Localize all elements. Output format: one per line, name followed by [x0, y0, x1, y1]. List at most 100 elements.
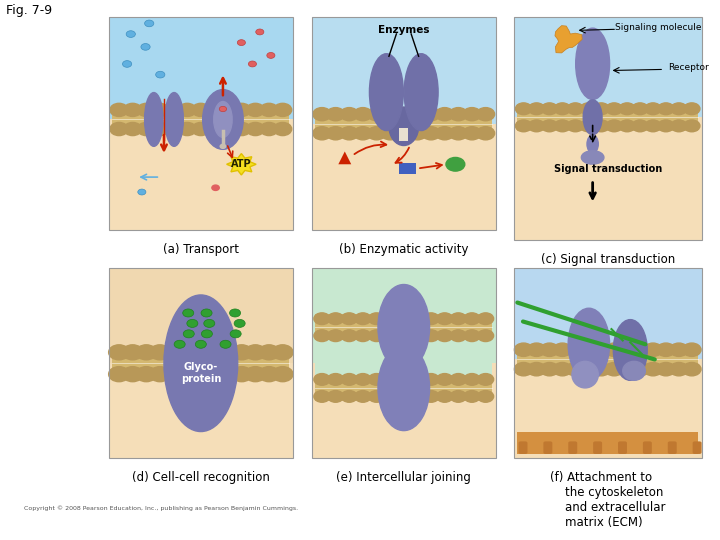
Circle shape: [464, 330, 480, 341]
FancyBboxPatch shape: [618, 441, 627, 454]
Text: (f) Attachment to
    the cytoskeleton
    and extracellular
    matrix (ECM): (f) Attachment to the cytoskeleton and e…: [550, 471, 665, 529]
Circle shape: [450, 330, 467, 341]
Circle shape: [340, 127, 359, 140]
Circle shape: [164, 103, 183, 117]
Circle shape: [367, 107, 385, 121]
Circle shape: [164, 123, 183, 136]
Circle shape: [109, 367, 130, 382]
Circle shape: [644, 362, 662, 376]
Bar: [109, 17, 293, 231]
Bar: [399, 128, 408, 141]
Circle shape: [527, 362, 546, 376]
Bar: [315, 375, 492, 401]
Circle shape: [354, 127, 372, 140]
Polygon shape: [338, 152, 351, 164]
Text: Receptor: Receptor: [668, 63, 708, 72]
Circle shape: [422, 107, 440, 121]
Circle shape: [260, 123, 278, 136]
Circle shape: [541, 120, 557, 132]
Circle shape: [436, 127, 454, 140]
Circle shape: [124, 123, 142, 136]
Circle shape: [192, 103, 210, 117]
Circle shape: [341, 374, 357, 385]
Circle shape: [274, 123, 292, 136]
Circle shape: [658, 103, 674, 114]
Circle shape: [156, 71, 165, 78]
Bar: [315, 341, 492, 375]
Circle shape: [464, 313, 480, 325]
Circle shape: [408, 107, 426, 121]
Circle shape: [580, 120, 596, 132]
Ellipse shape: [145, 92, 163, 146]
Circle shape: [145, 20, 154, 27]
Text: (e) Intercellular joining: (e) Intercellular joining: [336, 471, 471, 484]
Circle shape: [684, 103, 700, 114]
Circle shape: [272, 345, 293, 360]
Circle shape: [423, 390, 439, 402]
Circle shape: [527, 343, 546, 356]
Circle shape: [381, 127, 399, 140]
Circle shape: [217, 367, 238, 382]
Circle shape: [408, 127, 426, 140]
Circle shape: [382, 330, 398, 341]
Ellipse shape: [202, 90, 243, 150]
Circle shape: [141, 44, 150, 50]
Circle shape: [631, 343, 649, 356]
Circle shape: [516, 103, 531, 114]
Circle shape: [446, 158, 465, 171]
Circle shape: [205, 123, 223, 136]
Circle shape: [258, 345, 279, 360]
Circle shape: [202, 330, 212, 338]
Ellipse shape: [581, 151, 604, 164]
Ellipse shape: [378, 345, 430, 430]
Circle shape: [260, 103, 278, 117]
Circle shape: [477, 330, 494, 341]
Circle shape: [354, 107, 372, 121]
Circle shape: [195, 340, 207, 348]
Circle shape: [151, 123, 169, 136]
Circle shape: [110, 123, 128, 136]
Circle shape: [233, 123, 251, 136]
Circle shape: [150, 367, 170, 382]
Ellipse shape: [404, 53, 438, 131]
Circle shape: [355, 374, 371, 385]
Text: (a) Transport: (a) Transport: [163, 243, 239, 256]
Circle shape: [396, 390, 412, 402]
Circle shape: [477, 127, 495, 140]
Circle shape: [186, 319, 198, 327]
Circle shape: [396, 374, 412, 385]
Circle shape: [314, 330, 330, 341]
Circle shape: [220, 340, 231, 348]
Circle shape: [436, 107, 454, 121]
Circle shape: [122, 60, 132, 68]
Text: (d) Cell-cell recognition: (d) Cell-cell recognition: [132, 471, 270, 484]
Circle shape: [328, 374, 343, 385]
FancyBboxPatch shape: [568, 441, 577, 454]
Circle shape: [423, 374, 439, 385]
Circle shape: [382, 390, 398, 402]
Circle shape: [109, 345, 130, 360]
Circle shape: [272, 367, 293, 382]
Circle shape: [369, 374, 384, 385]
Ellipse shape: [623, 361, 645, 380]
Bar: [312, 124, 496, 231]
Circle shape: [644, 343, 662, 356]
Circle shape: [540, 362, 559, 376]
Text: ATP: ATP: [231, 159, 252, 169]
Bar: [513, 117, 702, 240]
Circle shape: [592, 362, 611, 376]
Circle shape: [217, 345, 238, 360]
Circle shape: [245, 345, 266, 360]
Circle shape: [541, 103, 557, 114]
Circle shape: [449, 127, 467, 140]
Circle shape: [422, 127, 440, 140]
Bar: [517, 345, 698, 375]
Circle shape: [233, 103, 251, 117]
Circle shape: [516, 120, 531, 132]
Circle shape: [464, 390, 480, 402]
Circle shape: [566, 362, 585, 376]
Circle shape: [177, 367, 197, 382]
Bar: [312, 268, 496, 458]
Circle shape: [450, 313, 467, 325]
Circle shape: [463, 107, 481, 121]
